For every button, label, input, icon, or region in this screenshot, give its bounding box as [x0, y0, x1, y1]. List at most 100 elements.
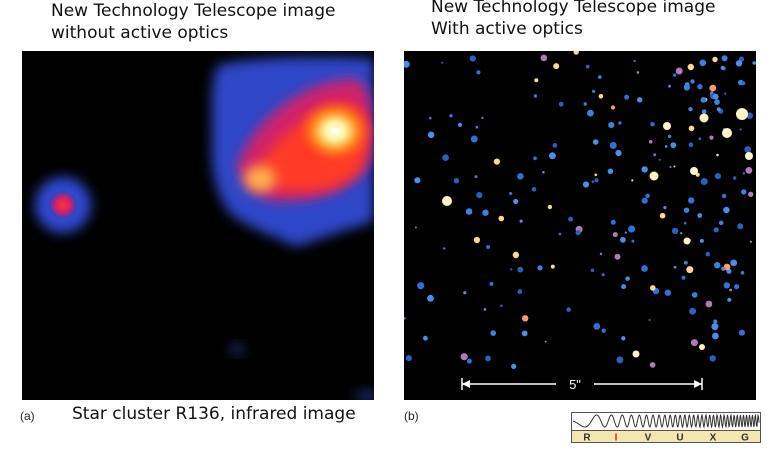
bright-star — [683, 237, 691, 245]
star — [683, 207, 690, 213]
star — [542, 170, 545, 174]
star — [610, 105, 616, 110]
star — [649, 362, 656, 368]
star — [686, 266, 694, 274]
star — [620, 236, 626, 243]
star — [746, 112, 753, 119]
star — [744, 146, 752, 153]
star — [427, 294, 434, 302]
bright-star — [699, 344, 705, 350]
star — [474, 175, 478, 179]
bottom-caption: Star cluster R136, infrared image — [72, 404, 356, 424]
star — [509, 191, 513, 196]
star — [404, 60, 410, 68]
star — [621, 284, 627, 290]
star — [631, 239, 635, 243]
right-caption: New Technology Telescope image With acti… — [431, 0, 771, 40]
band-label-g: G — [741, 433, 749, 444]
star — [705, 300, 713, 308]
bright-star — [442, 196, 452, 206]
star — [460, 353, 468, 361]
star — [601, 328, 606, 333]
star — [690, 339, 698, 347]
star — [673, 73, 677, 77]
star — [680, 232, 683, 235]
star — [510, 268, 513, 271]
star — [738, 329, 745, 336]
star — [470, 135, 478, 143]
faint-blob — [355, 390, 374, 400]
star — [721, 55, 728, 62]
star — [684, 260, 688, 265]
star — [517, 173, 524, 180]
star — [544, 340, 547, 343]
star — [712, 93, 719, 100]
right-caption-line2: With active optics — [431, 19, 583, 39]
star — [664, 145, 668, 148]
star — [739, 128, 742, 131]
star — [645, 193, 650, 199]
star — [531, 187, 537, 192]
star — [423, 335, 428, 341]
bright-star — [736, 108, 748, 120]
star — [533, 94, 537, 98]
band-label-x: X — [710, 433, 717, 444]
band-label-i: I — [615, 433, 618, 444]
star — [457, 122, 463, 127]
star — [621, 336, 626, 341]
star — [585, 64, 590, 69]
left-caption-line2: without active optics — [51, 23, 229, 43]
star-field — [404, 51, 756, 369]
star — [481, 116, 484, 119]
star — [752, 61, 756, 65]
star — [404, 317, 406, 320]
star — [631, 179, 634, 182]
wave-icon — [572, 413, 760, 429]
star — [628, 225, 636, 233]
star — [697, 213, 703, 218]
star — [712, 332, 719, 340]
star — [698, 137, 702, 140]
star — [699, 59, 707, 67]
star — [701, 109, 707, 114]
band-strip — [571, 430, 761, 443]
star — [633, 59, 636, 63]
star — [700, 178, 708, 185]
star — [709, 84, 717, 92]
star — [650, 285, 656, 291]
star — [553, 63, 560, 70]
star — [641, 197, 648, 204]
star — [441, 61, 444, 64]
star — [442, 154, 449, 161]
star — [667, 134, 672, 139]
star — [469, 55, 476, 62]
star — [700, 97, 707, 103]
bright-star — [745, 152, 753, 160]
star — [730, 259, 738, 267]
star — [624, 231, 627, 234]
star — [593, 323, 601, 330]
scale-arrow-left — [462, 380, 470, 388]
star — [517, 266, 524, 273]
faint-blob — [230, 344, 244, 354]
band-label-r: R — [583, 433, 591, 444]
star — [566, 307, 571, 312]
image-with-active-optics: 5" — [404, 51, 756, 400]
star — [558, 232, 562, 236]
star — [663, 206, 667, 210]
star — [449, 114, 453, 118]
star — [594, 178, 599, 183]
star — [641, 166, 648, 173]
star — [483, 308, 487, 311]
star — [582, 181, 590, 188]
star — [705, 251, 711, 257]
star — [689, 307, 697, 315]
star — [716, 153, 719, 157]
star — [636, 71, 640, 74]
star — [658, 158, 661, 161]
bright-star — [632, 350, 640, 358]
star — [625, 276, 630, 281]
star — [463, 291, 467, 295]
star — [533, 156, 537, 161]
